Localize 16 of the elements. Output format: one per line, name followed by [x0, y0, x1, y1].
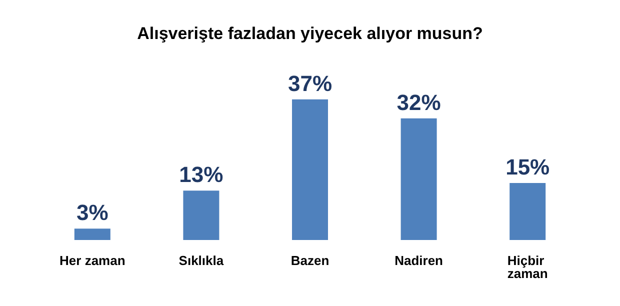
- x-tick-label: Bazen: [290, 253, 330, 268]
- x-tick-label: Her zaman: [60, 253, 126, 268]
- bar: [400, 118, 437, 240]
- x-tick-label: Nadiren: [394, 253, 444, 268]
- bar: [183, 190, 220, 240]
- data-label: 3%: [76, 200, 108, 226]
- bar: [74, 228, 110, 240]
- data-label: 15%: [506, 154, 550, 180]
- bar: [510, 183, 546, 240]
- data-label: 37%: [288, 70, 332, 96]
- data-label: 32%: [396, 90, 441, 115]
- data-label: 13%: [179, 162, 224, 188]
- x-tick-label: Hiçbir zaman: [507, 253, 548, 281]
- bar: [292, 99, 328, 240]
- x-tick-label: Sıklıkla: [178, 253, 224, 268]
- chart-title: Alışverişte fazladan yiyecek alıyor musun?: [137, 24, 483, 43]
